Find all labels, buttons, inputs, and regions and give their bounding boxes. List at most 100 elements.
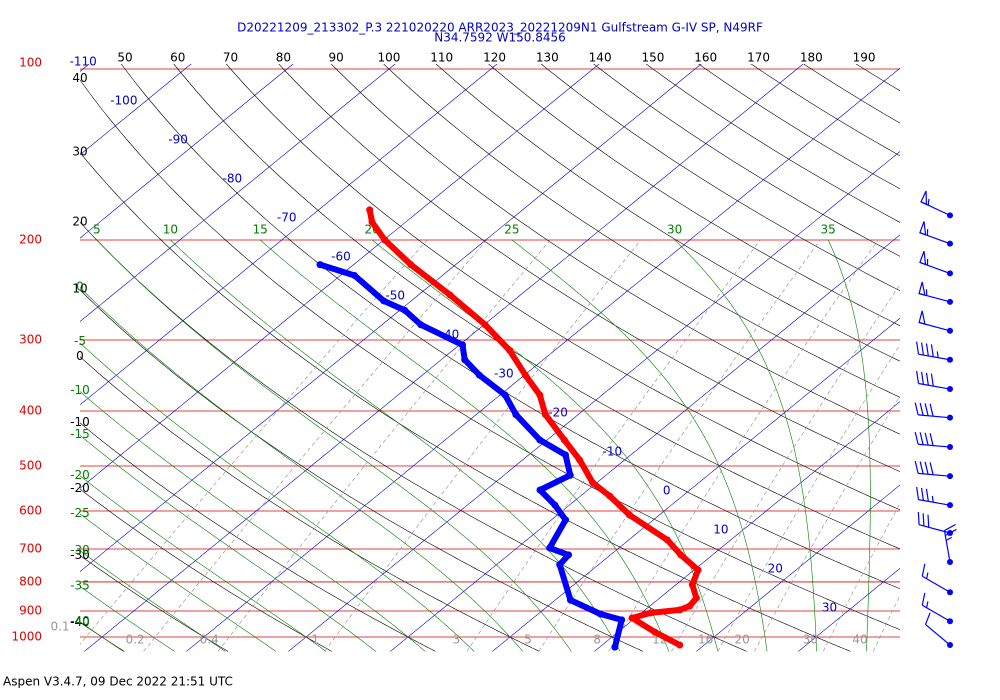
wind-barb [921, 592, 953, 625]
wind-shaft [921, 575, 951, 593]
profile-point [596, 610, 604, 618]
moist-adiabat-label: 0 [76, 280, 84, 294]
moist-adiabat [80, 287, 524, 652]
wind-barb [914, 460, 953, 480]
isotherm [186, 67, 900, 652]
profile-point [560, 436, 568, 444]
dry-adiabat-label: -40 [70, 615, 90, 629]
dry-adiabat-label: -10 [70, 415, 90, 429]
mixing-ratio-label: 1 [311, 633, 319, 647]
profile-point [401, 306, 409, 314]
wind-barb [924, 612, 953, 649]
wind-pennant [918, 310, 926, 325]
wind-feather [925, 488, 929, 502]
profile-point [611, 643, 619, 651]
isotherm-label: -20 [548, 406, 568, 420]
wind-feather [917, 512, 920, 525]
wind-feather [916, 341, 920, 355]
isobar-label: 800 [19, 574, 42, 588]
profile-point [512, 411, 520, 419]
profile-point [663, 536, 671, 544]
wind-feather [930, 344, 934, 357]
mixing-ratio-line [671, 283, 900, 652]
moist-adiabat [827, 239, 871, 652]
wind-barb [919, 250, 953, 277]
isotherm-label: -80 [223, 172, 243, 186]
dry-adiabat-label: -20 [70, 481, 90, 495]
profile-point [501, 391, 509, 399]
profile-point [551, 501, 559, 509]
profile-point [446, 291, 454, 299]
moist-adiabat-label: 30 [667, 223, 682, 237]
footer: Aspen V3.4.7, 09 Dec 2022 21:51 UTC [3, 675, 233, 689]
isotherm-label: -90 [168, 133, 188, 147]
profile-point [676, 641, 684, 649]
profile-point [380, 297, 388, 305]
wind-barbs [914, 190, 957, 649]
dry-adiabat-label: 110 [430, 51, 453, 65]
dry-adiabat [330, 64, 900, 435]
dry-adiabat [80, 152, 851, 652]
wind-feather [919, 461, 924, 474]
moist-adiabat-label: 5 [93, 223, 101, 237]
profile-point [366, 206, 374, 214]
profile-point [556, 561, 564, 569]
wind-feather [916, 370, 920, 384]
moist-adiabat-label: 35 [821, 223, 836, 237]
moist-adiabat-label: -10 [70, 383, 90, 397]
dry-adiabat [80, 289, 644, 652]
wind-feather [924, 432, 929, 446]
isotherm-label: -30 [494, 367, 514, 381]
mixing-ratio-line [538, 239, 821, 652]
dry-adiabat [80, 488, 332, 652]
profile-point [368, 218, 376, 226]
moist-adiabat [371, 239, 719, 652]
wind-shaft [918, 353, 951, 361]
profile-point [506, 346, 514, 354]
moist-adiabat [511, 239, 768, 652]
profile-point [562, 516, 570, 524]
dry-adiabat [855, 64, 900, 92]
chart-subtitle: N34.7592 W150.8456 [434, 31, 566, 45]
profile-point [651, 628, 659, 636]
isotherm [696, 484, 900, 652]
dry-adiabat-label: 190 [853, 51, 876, 65]
wind-barb [918, 281, 953, 305]
profile-point [407, 261, 415, 269]
profile-point [521, 371, 529, 379]
profile-point [606, 492, 614, 500]
isobar-label: 500 [19, 459, 42, 473]
wind-barb [916, 370, 953, 393]
dry-adiabat-label: 170 [747, 51, 770, 65]
dry-adiabat-label: 0 [76, 349, 84, 363]
isotherm [492, 317, 900, 652]
moist-adiabat [80, 513, 277, 652]
profile-point [647, 609, 655, 617]
wind-barb [921, 563, 953, 596]
wind-feather [926, 572, 929, 579]
wind-shaft [918, 499, 951, 506]
isobar-label: 200 [19, 232, 42, 246]
dry-adiabat-label: 140 [589, 51, 612, 65]
profile-point [694, 566, 702, 574]
wind-feather [930, 373, 934, 387]
wind-feather [929, 403, 934, 417]
chart-title: D20221209_213302_P.3 221020220 ARR2023_2… [237, 21, 763, 35]
wind-pennant [919, 221, 927, 236]
wind-feather [945, 528, 957, 536]
profile-point [677, 551, 685, 559]
moist-adiabat-label: 10 [163, 223, 178, 237]
profile-point [565, 551, 573, 559]
isotherm [80, 64, 396, 322]
profile-point [589, 479, 597, 487]
isotherm-label: -70 [277, 211, 297, 225]
profile-point [686, 602, 694, 610]
wind-barb [919, 221, 953, 247]
mixing-ratio-label: 30 [803, 633, 818, 647]
profile-point [475, 371, 483, 379]
wind-feather [922, 513, 925, 527]
isotherm-label: 0 [663, 484, 671, 498]
dry-adiabat [173, 64, 900, 550]
dry-adiabat [80, 356, 540, 652]
